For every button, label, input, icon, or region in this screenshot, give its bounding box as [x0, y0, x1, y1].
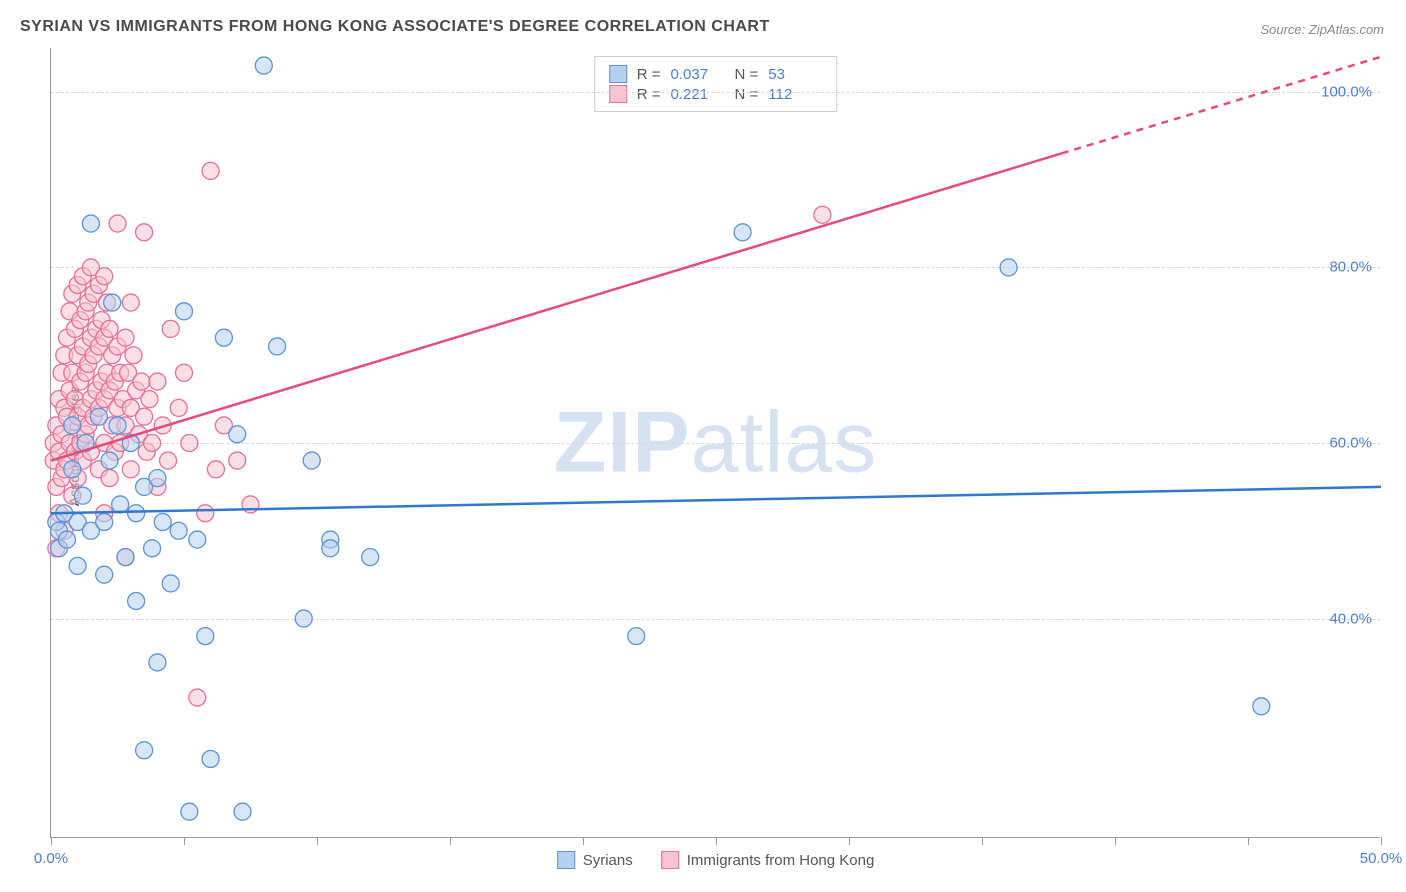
data-point	[176, 303, 193, 320]
data-point	[234, 803, 251, 820]
data-point	[303, 452, 320, 469]
legend-label-hk: Immigrants from Hong Kong	[687, 852, 875, 869]
data-point	[149, 654, 166, 671]
data-point	[202, 751, 219, 768]
swatch-syrians	[557, 851, 575, 869]
data-point	[734, 224, 751, 241]
data-point	[74, 487, 91, 504]
data-point	[90, 408, 107, 425]
data-point	[109, 215, 126, 232]
data-point	[117, 329, 134, 346]
data-point	[197, 628, 214, 645]
data-point	[96, 268, 113, 285]
data-point	[96, 514, 113, 531]
data-point	[160, 452, 177, 469]
source-attribution: Source: ZipAtlas.com	[1260, 22, 1384, 37]
data-point	[122, 461, 139, 478]
data-point	[136, 742, 153, 759]
data-point	[104, 294, 121, 311]
data-point	[814, 206, 831, 223]
data-point	[207, 461, 224, 478]
chart-title: SYRIAN VS IMMIGRANTS FROM HONG KONG ASSO…	[20, 18, 770, 36]
data-point	[136, 224, 153, 241]
data-point	[144, 540, 161, 557]
data-point	[269, 338, 286, 355]
data-point	[101, 320, 118, 337]
legend-item-syrians: Syrians	[557, 851, 633, 869]
data-point	[215, 329, 232, 346]
x-tick	[849, 837, 850, 845]
data-point	[69, 557, 86, 574]
x-tick	[184, 837, 185, 845]
data-point	[229, 426, 246, 443]
data-point	[229, 452, 246, 469]
y-tick-label: 80.0%	[1329, 259, 1372, 276]
data-point	[96, 566, 113, 583]
y-tick-label: 60.0%	[1329, 435, 1372, 452]
data-point	[170, 399, 187, 416]
data-point	[202, 162, 219, 179]
data-point	[125, 347, 142, 364]
data-point	[322, 540, 339, 557]
data-point	[58, 531, 75, 548]
data-point	[112, 496, 129, 513]
x-tick	[1115, 837, 1116, 845]
x-tick	[51, 837, 52, 845]
data-point	[162, 575, 179, 592]
data-point	[101, 470, 118, 487]
data-point	[141, 391, 158, 408]
x-tick	[716, 837, 717, 845]
x-tick	[982, 837, 983, 845]
trend-line	[51, 153, 1062, 460]
data-point	[628, 628, 645, 645]
data-point	[255, 57, 272, 74]
plot-svg	[51, 48, 1380, 837]
x-tick	[1248, 837, 1249, 845]
data-point	[149, 470, 166, 487]
x-tick	[1381, 837, 1382, 845]
data-point	[136, 408, 153, 425]
data-point	[1000, 259, 1017, 276]
data-point	[109, 417, 126, 434]
legend-item-hk: Immigrants from Hong Kong	[661, 851, 875, 869]
y-tick-label: 100.0%	[1321, 83, 1372, 100]
x-tick-label: 0.0%	[34, 850, 68, 867]
data-point	[154, 514, 171, 531]
data-point	[82, 215, 99, 232]
x-tick	[317, 837, 318, 845]
data-point	[295, 610, 312, 627]
legend-label-syrians: Syrians	[583, 852, 633, 869]
data-point	[133, 373, 150, 390]
data-point	[64, 461, 81, 478]
x-tick-label: 50.0%	[1360, 850, 1403, 867]
trend-line-dashed	[1062, 57, 1381, 154]
data-point	[181, 803, 198, 820]
x-tick	[583, 837, 584, 845]
data-point	[162, 320, 179, 337]
data-point	[181, 435, 198, 452]
x-tick	[450, 837, 451, 845]
data-point	[128, 505, 145, 522]
legend-bottom: Syrians Immigrants from Hong Kong	[557, 851, 875, 869]
y-tick-label: 40.0%	[1329, 610, 1372, 627]
data-point	[101, 452, 118, 469]
data-point	[197, 505, 214, 522]
data-point	[170, 522, 187, 539]
data-point	[189, 531, 206, 548]
data-point	[64, 417, 81, 434]
data-point	[122, 294, 139, 311]
swatch-hk	[661, 851, 679, 869]
data-point	[176, 364, 193, 381]
data-point	[1253, 698, 1270, 715]
data-point	[189, 689, 206, 706]
data-point	[144, 435, 161, 452]
data-point	[117, 549, 134, 566]
data-point	[128, 593, 145, 610]
plot-area: ZIPatlas R = 0.037 N = 53 R = 0.221 N = …	[50, 48, 1380, 838]
data-point	[362, 549, 379, 566]
data-point	[149, 373, 166, 390]
